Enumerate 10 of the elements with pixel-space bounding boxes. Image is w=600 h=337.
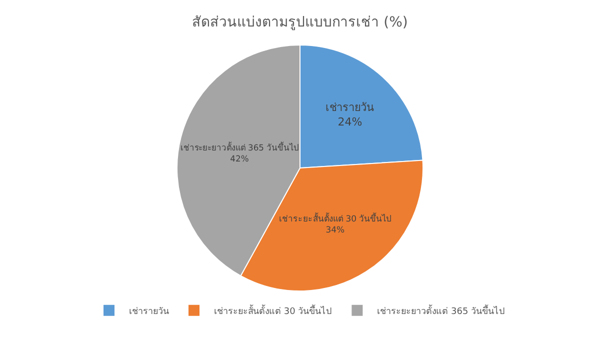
slice-label: เช่ารายวัน (325, 101, 374, 114)
slice-label: เช่าระยะสั้นตั้งแต่ 30 วันขึ้นไป (279, 212, 392, 224)
slice-label: เช่าระยะยาวตั้งแต่ 365 วันขึ้นไป (180, 141, 299, 152)
legend-label: เช่าระยะยาวตั้งแต่ 365 วันขึ้นไป (377, 304, 506, 317)
legend-label: เช่าระยะสั้นตั้งแต่ 30 วันขึ้นไป (214, 304, 332, 317)
data-label: 34% (326, 224, 345, 234)
data-label: 24% (338, 115, 362, 128)
legend-label: เช่ารายวัน (129, 306, 169, 317)
chart-title: สัดส่วนแบ่งตามรูปแบบการเช่า (%) (192, 14, 408, 31)
data-label: 42% (230, 153, 249, 164)
